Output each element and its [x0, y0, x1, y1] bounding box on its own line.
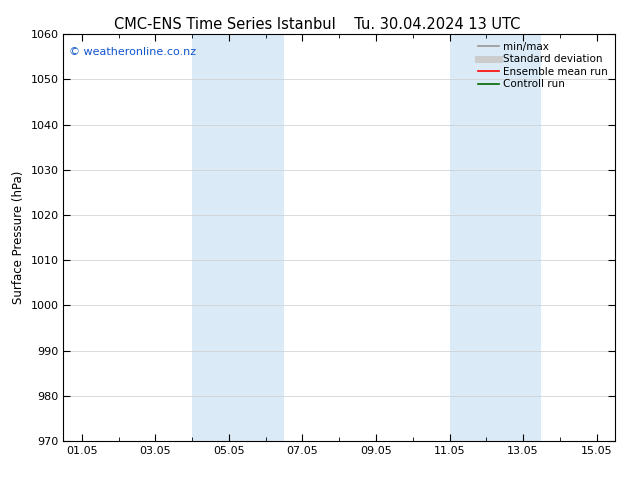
- Bar: [450, 34, 486, 441]
- Legend: min/max, Standard deviation, Ensemble mean run, Controll run: min/max, Standard deviation, Ensemble me…: [476, 40, 610, 92]
- Bar: [192, 34, 229, 441]
- Bar: [486, 34, 541, 441]
- Bar: [229, 34, 284, 441]
- Text: CMC-ENS Time Series Istanbul    Tu. 30.04.2024 13 UTC: CMC-ENS Time Series Istanbul Tu. 30.04.2…: [114, 17, 520, 32]
- Y-axis label: Surface Pressure (hPa): Surface Pressure (hPa): [12, 171, 25, 304]
- Text: © weatheronline.co.nz: © weatheronline.co.nz: [69, 47, 196, 56]
